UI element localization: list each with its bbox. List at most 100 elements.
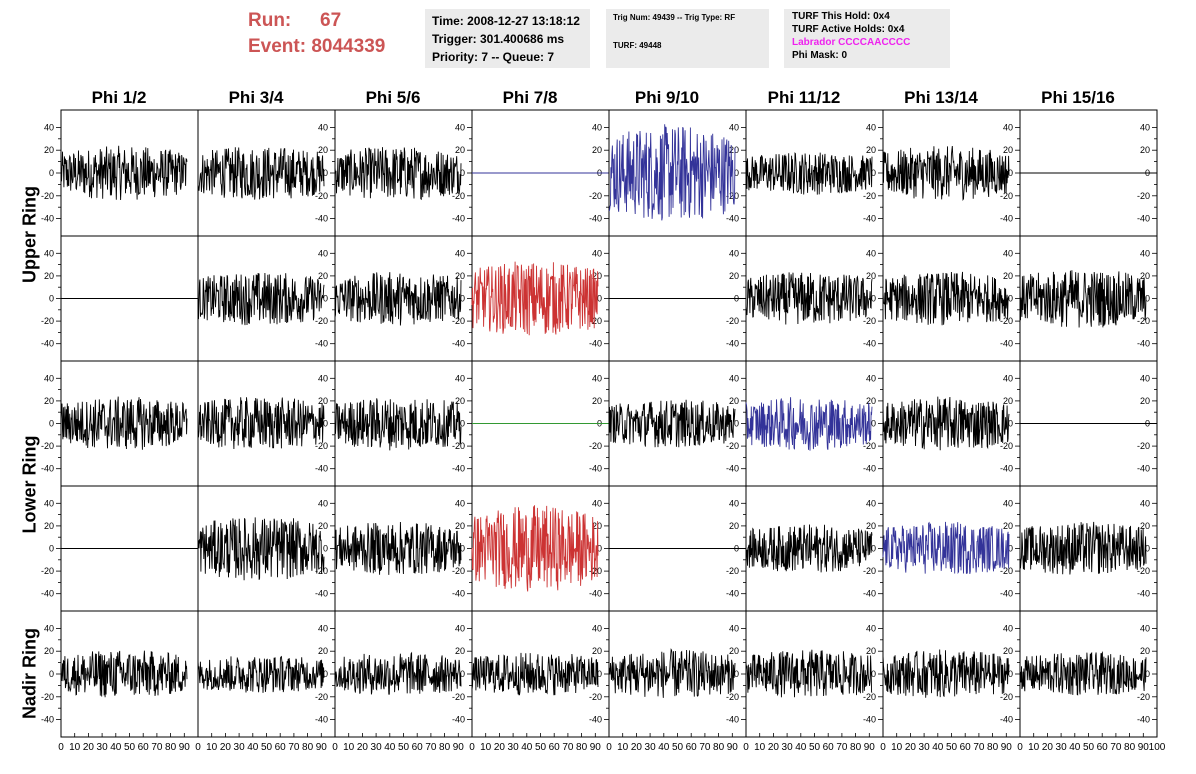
y-tick-label: 20 <box>1140 646 1150 656</box>
y-tick-label: 0 <box>1145 544 1150 554</box>
waveform-panel-r2c2: -40 -20 0 20 40 <box>334 360 473 487</box>
waveform-trace-r4c1 <box>197 655 325 693</box>
y-tick-label: 0 <box>1145 669 1150 679</box>
x-tick-label: 90 <box>864 742 876 753</box>
x-tick-label: 60 <box>549 742 561 753</box>
y-tick-label: 40 <box>318 498 328 508</box>
y-tick-label: 40 <box>592 498 602 508</box>
y-tick-label: -40 <box>589 464 602 474</box>
y-tick-label: 40 <box>455 373 465 383</box>
column-header-phi-1-2: Phi 1/2 <box>91 88 147 107</box>
y-tick-label: 0 <box>871 669 876 679</box>
x-tick-label: 80 <box>987 742 999 753</box>
x-tick-label: 50 <box>1083 742 1095 753</box>
y-tick-label: 20 <box>1003 646 1013 656</box>
y-tick-label: -40 <box>41 214 54 224</box>
waveform-panel-r3c6: -40 -20 0 20 40 <box>882 485 1021 612</box>
y-tick-label: 0 <box>460 544 465 554</box>
waveform-trace-r4c3 <box>471 652 599 696</box>
column-header-phi-7-8: Phi 7/8 <box>502 88 558 107</box>
waveform-panel-r3c3: -40 -20 0 20 40 <box>471 485 610 612</box>
x-tick-label: 30 <box>645 742 657 753</box>
y-tick-label: 20 <box>318 145 328 155</box>
y-tick-label: 40 <box>1003 248 1013 258</box>
x-tick-label: 40 <box>247 742 259 753</box>
y-tick-label: 0 <box>597 294 602 304</box>
y-tick-label: 20 <box>592 396 602 406</box>
y-tick-label: 0 <box>597 669 602 679</box>
y-tick-label: 20 <box>592 646 602 656</box>
y-tick-label: 20 <box>318 271 328 281</box>
column-header-phi-3-4: Phi 3/4 <box>228 88 284 107</box>
waveform-panel-r1c1: -40 -20 0 20 40 <box>197 235 336 362</box>
y-tick-label: -20 <box>589 566 602 576</box>
x-tick-label: 10 <box>891 742 903 753</box>
y-tick-label: -20 <box>315 692 328 702</box>
waveform-trace-r3c3 <box>471 505 599 592</box>
waveform-trace-r3c6 <box>882 521 1010 575</box>
waveform-trace-r2c1 <box>197 397 325 450</box>
waveform-trace-r1c2 <box>334 272 462 326</box>
y-tick-label: -40 <box>1137 715 1150 725</box>
x-tick-label: 0 <box>606 742 612 753</box>
x-tick-label: 20 <box>905 742 917 753</box>
column-header-phi-11-12: Phi 11/12 <box>767 88 841 107</box>
column-header-phi-5-6: Phi 5/6 <box>365 88 421 107</box>
x-tick-label: 30 <box>919 742 931 753</box>
waveform-trace-r4c5 <box>745 649 873 698</box>
y-tick-label: -20 <box>589 692 602 702</box>
y-tick-label: -20 <box>1000 191 1013 201</box>
y-tick-label: 20 <box>44 271 54 281</box>
y-tick-label: -40 <box>41 589 54 599</box>
x-tick-label: 50 <box>946 742 958 753</box>
x-tick-label: 70 <box>836 742 848 753</box>
y-tick-label: 0 <box>323 168 328 178</box>
y-tick-label: 40 <box>729 122 739 132</box>
x-tick-label: 30 <box>97 742 109 753</box>
waveform-panel-r2c4: -40 -20 0 20 40 <box>608 360 747 487</box>
x-tick-label: 20 <box>768 742 780 753</box>
y-tick-label: -20 <box>315 316 328 326</box>
y-tick-label: -20 <box>1000 566 1013 576</box>
y-tick-label: 40 <box>44 623 54 633</box>
y-tick-label: 0 <box>323 419 328 429</box>
x-tick-label: 10 <box>480 742 492 753</box>
y-tick-label: 40 <box>1140 623 1150 633</box>
y-tick-label: 40 <box>729 248 739 258</box>
y-tick-label: 40 <box>455 122 465 132</box>
y-tick-label: -40 <box>726 339 739 349</box>
y-tick-label: -20 <box>1000 692 1013 702</box>
x-tick-label: 80 <box>302 742 314 753</box>
x-tick-label: 50 <box>124 742 136 753</box>
x-tick-label: 100 <box>1149 742 1166 753</box>
y-tick-label: -20 <box>315 191 328 201</box>
y-tick-label: -40 <box>589 339 602 349</box>
waveform-trace-r4c0 <box>60 650 188 698</box>
y-tick-label: 40 <box>1140 248 1150 258</box>
y-tick-label: 0 <box>1008 419 1013 429</box>
x-tick-label: 40 <box>795 742 807 753</box>
waveform-trace-r0c1 <box>197 147 325 200</box>
waveform-panel-r4c4: -40 -20 0 20 40 <box>608 610 747 738</box>
y-tick-label: -40 <box>1137 464 1150 474</box>
phi-mask-text: Phi Mask: 0 <box>792 50 848 61</box>
y-tick-label: 40 <box>455 498 465 508</box>
x-tick-label: 0 <box>58 742 64 753</box>
y-tick-label: -40 <box>589 589 602 599</box>
trigger-info-box: Trig Num: 49439 -- Trig Type: RF TURF: 4… <box>606 9 769 68</box>
y-tick-label: -40 <box>726 589 739 599</box>
x-tick-label: 80 <box>850 742 862 753</box>
y-tick-label: 20 <box>1140 145 1150 155</box>
y-tick-label: 40 <box>1003 122 1013 132</box>
y-tick-label: -40 <box>1000 339 1013 349</box>
y-tick-label: 40 <box>44 498 54 508</box>
y-tick-label: -40 <box>1137 214 1150 224</box>
column-header-phi-15-16: Phi 15/16 <box>1041 88 1115 107</box>
y-tick-label: 0 <box>49 419 54 429</box>
x-tick-label: 70 <box>288 742 300 753</box>
y-tick-label: -40 <box>1137 589 1150 599</box>
y-tick-label: 0 <box>49 168 54 178</box>
x-tick-label: 10 <box>754 742 766 753</box>
y-tick-label: 0 <box>1008 168 1013 178</box>
